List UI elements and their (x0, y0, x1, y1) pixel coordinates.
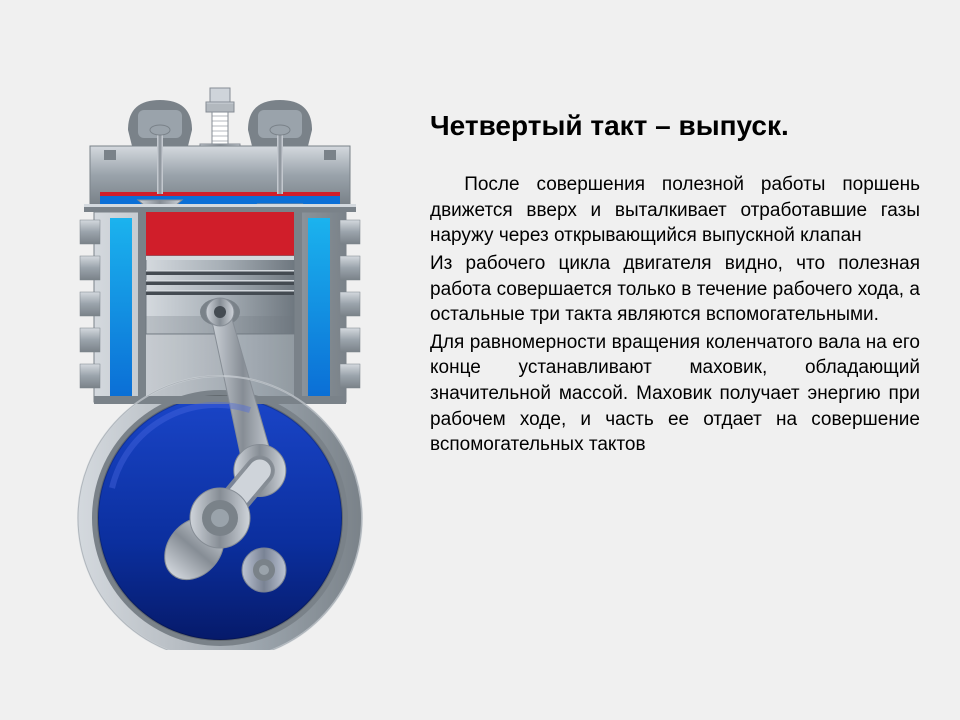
body-paragraph: После совершения полезной работы поршень… (430, 172, 920, 249)
body-paragraph: Для равномерности вращения коленчатого в… (430, 330, 920, 458)
engine-diagram (20, 20, 420, 700)
body-paragraph: Из рабочего цикла двигателя видно, что п… (430, 251, 920, 328)
text-content: Четвертый такт – выпуск. После совершени… (420, 20, 920, 700)
page-title: Четвертый такт – выпуск. (430, 110, 920, 142)
